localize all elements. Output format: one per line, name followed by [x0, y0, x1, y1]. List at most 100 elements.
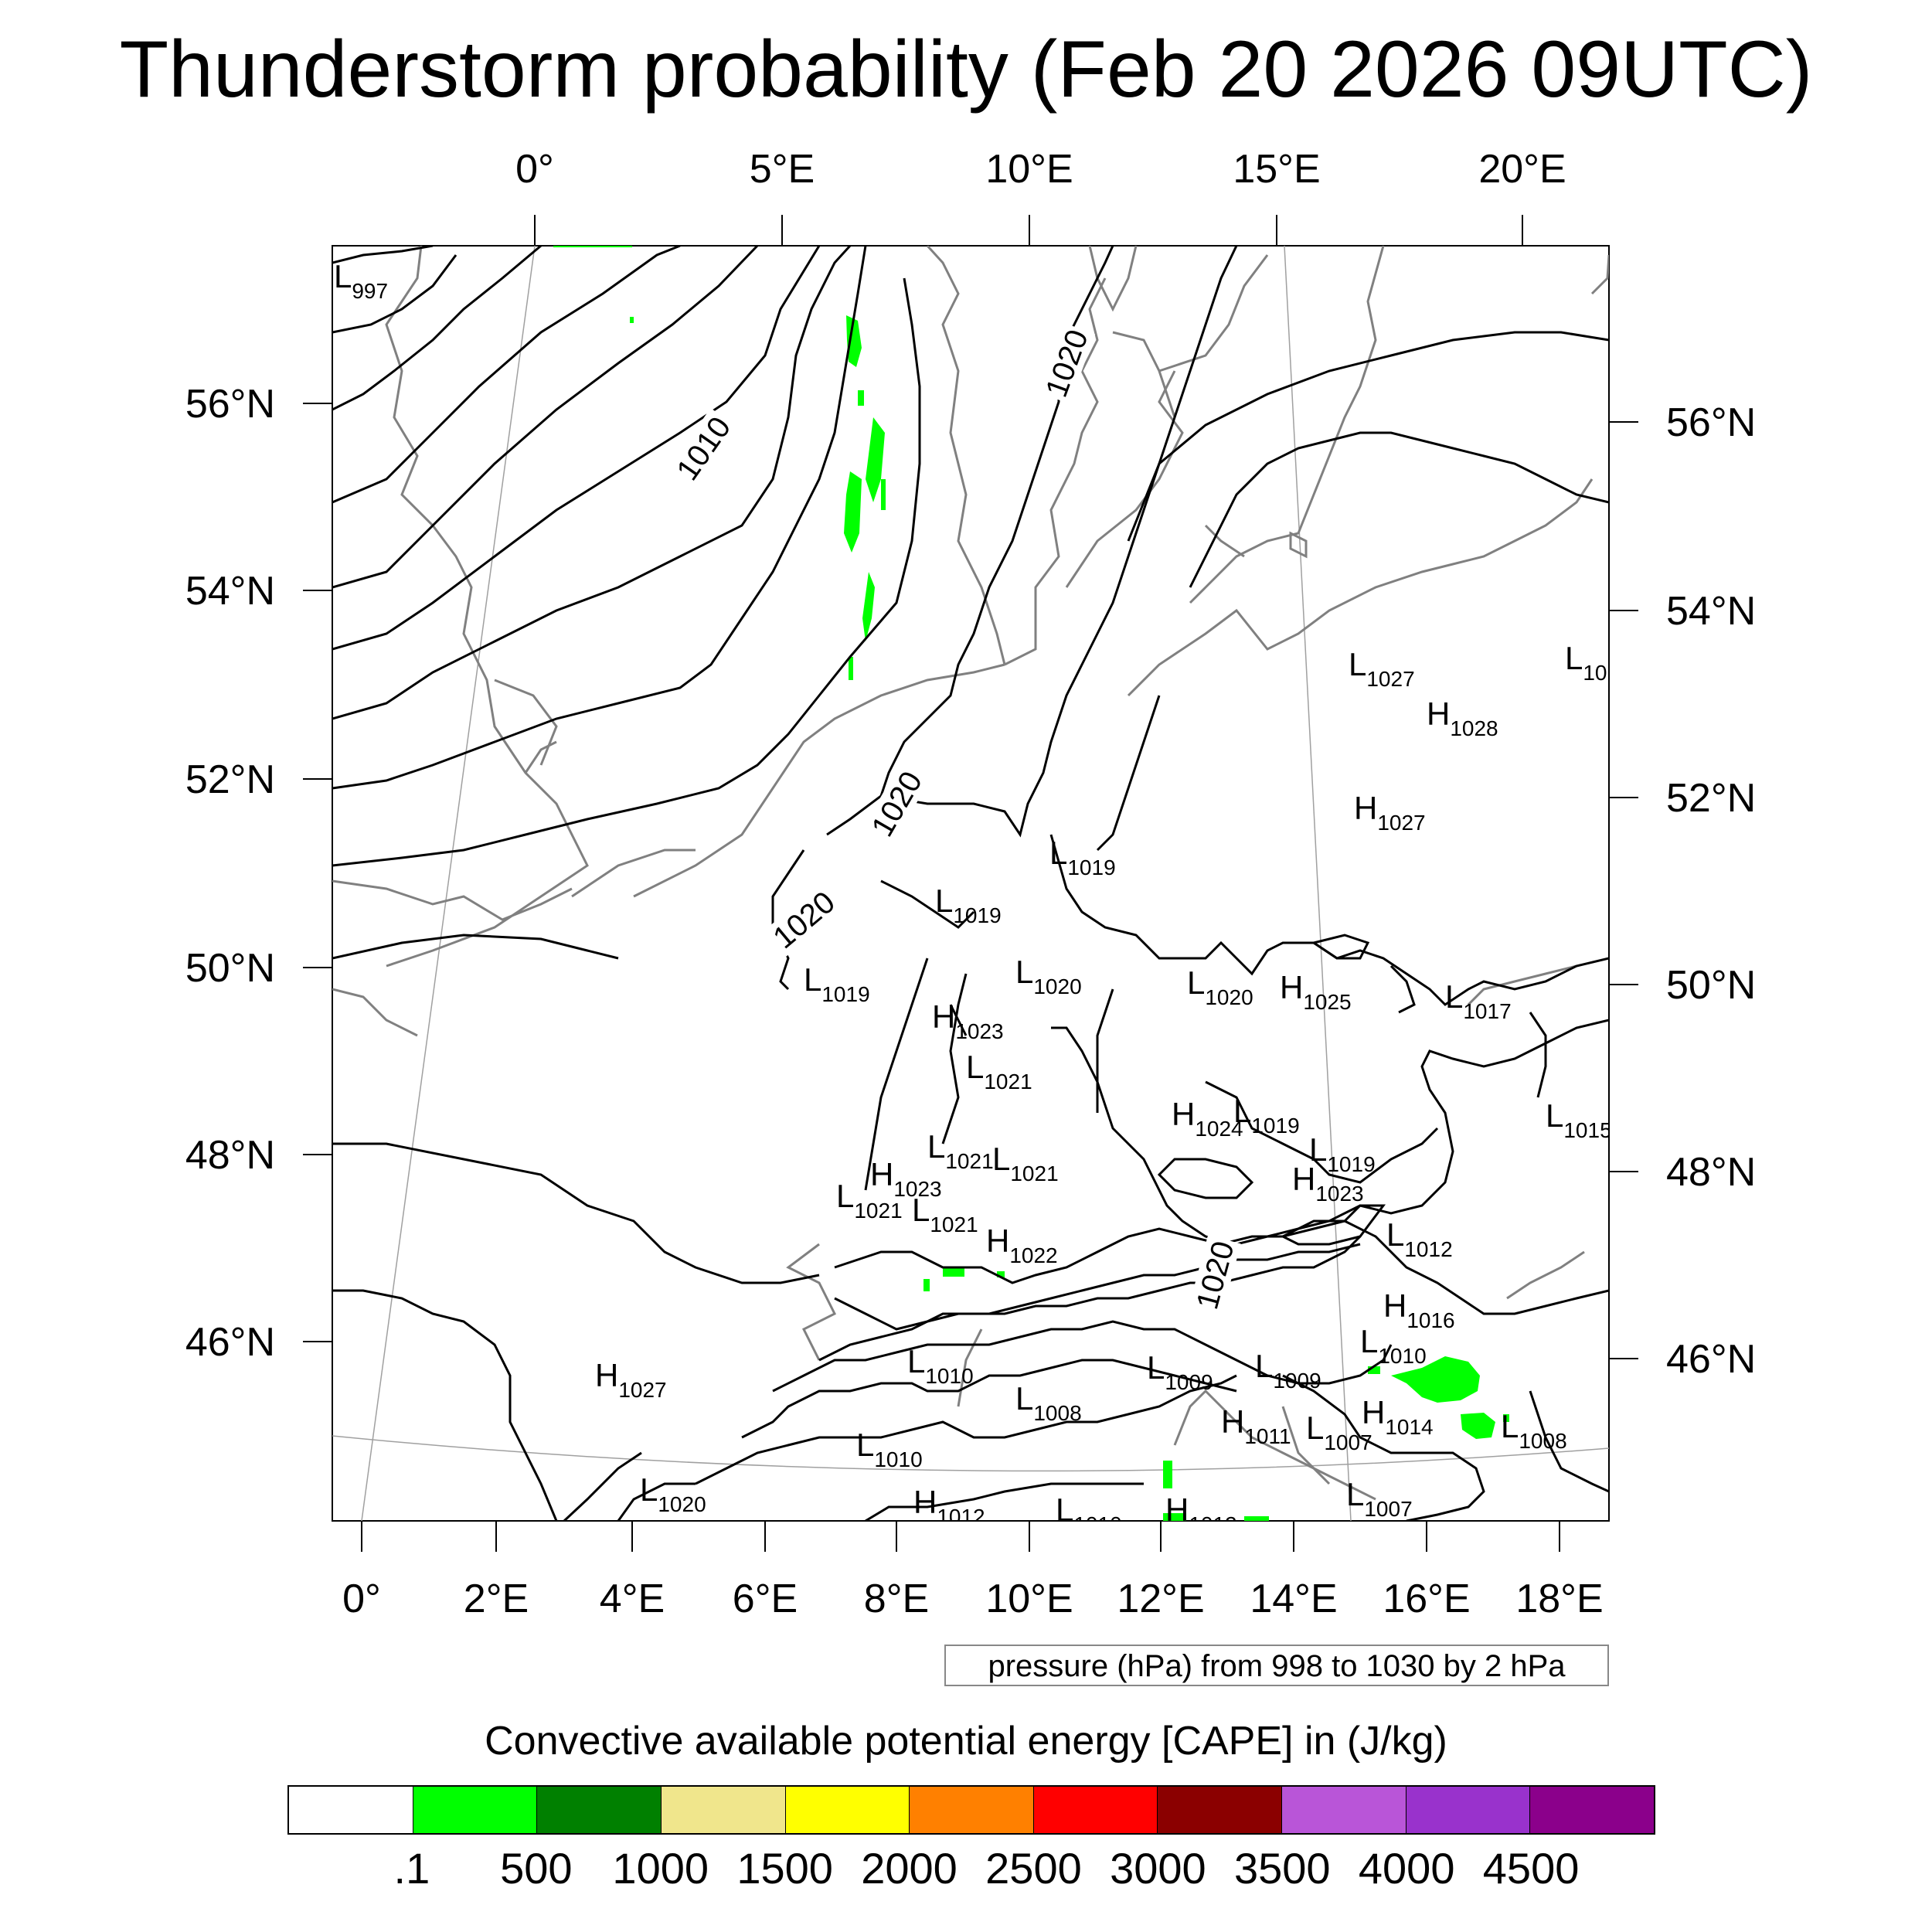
bottom-lon-label: 4°E: [600, 1577, 665, 1621]
colorbar-swatch: [289, 1787, 413, 1833]
pressure-center-label: L1021: [836, 1178, 903, 1223]
colorbar-tick-label: 2000: [861, 1844, 957, 1893]
colorbar-title: Convective available potential energy [C…: [485, 1719, 1447, 1764]
pressure-center-label: L1021: [966, 1049, 1032, 1094]
pressure-center-label: L1007: [1346, 1476, 1413, 1521]
pressure-center-label: H1012: [913, 1484, 985, 1529]
bottom-lon-label: 2°E: [464, 1577, 529, 1621]
pressure-center-label: L1020: [1187, 964, 1253, 1009]
tick-marks: [303, 215, 1638, 1552]
left-lat-label: 46°N: [185, 1320, 275, 1365]
pressure-center-label: L1008: [1501, 1408, 1567, 1453]
isobar-label-bg: [862, 763, 930, 845]
colorbar-tick-label: 4500: [1482, 1844, 1580, 1893]
colorbar-tick-label: 4000: [1358, 1844, 1455, 1893]
pressure-center-label: L997: [334, 258, 388, 303]
cape-colorbar: [287, 1785, 1655, 1835]
right-lat-label: 54°N: [1666, 589, 1756, 634]
right-lat-label: 50°N: [1666, 963, 1756, 1008]
left-lat-label: 54°N: [185, 569, 275, 614]
map-frame: [332, 245, 1610, 1522]
bottom-lon-label: 0°: [342, 1577, 381, 1621]
colorbar-swatch: [910, 1787, 1034, 1833]
colorbar-tick-label: 3500: [1233, 1844, 1331, 1893]
pressure-center-label: L1021: [912, 1192, 978, 1236]
pressure-center-label: L1027: [1349, 646, 1415, 691]
left-lat-label: 52°N: [185, 757, 275, 802]
pressure-center-label: L1017: [1445, 978, 1512, 1023]
left-lat-label: 48°N: [185, 1133, 275, 1178]
pressure-center-label: H1028: [1427, 696, 1498, 740]
pressure-center-label: H1016: [1383, 1287, 1455, 1332]
pressure-center-label: L1019: [935, 883, 1002, 927]
colorbar-tick-label: 1000: [612, 1844, 709, 1893]
pressure-center-label: H1012: [1165, 1492, 1237, 1536]
bottom-lon-label: 8°E: [864, 1577, 929, 1621]
colorbar-swatch: [1282, 1787, 1406, 1833]
pressure-center-label: L1020: [1015, 954, 1082, 998]
pressure-center-label: H1022: [986, 1223, 1058, 1267]
pressure-centers: L997L1027L10H1028H1027L1019L1019L1019L10…: [334, 258, 1612, 1536]
bottom-lon-label: 10°E: [985, 1577, 1073, 1621]
isobar-label-bg: [764, 883, 843, 957]
top-lon-label: 10°E: [985, 147, 1073, 192]
pressure-center-label: H1011: [1221, 1403, 1291, 1448]
pressure-center-label: H1014: [1362, 1394, 1434, 1439]
pressure-center-label: L1019: [1049, 835, 1116, 879]
top-lon-label: 5°E: [750, 147, 815, 192]
top-lon-label: 20°E: [1478, 147, 1566, 192]
bottom-lon-label: 6°E: [733, 1577, 798, 1621]
bottom-lon-label: 18°E: [1515, 1577, 1603, 1621]
colorbar-tick-label: 2500: [985, 1844, 1082, 1893]
pressure-center-label: H1025: [1280, 969, 1352, 1014]
isobar-label-bg: [1037, 322, 1096, 404]
colorbar-tick-label: 3000: [1110, 1844, 1206, 1893]
top-lon-label: 15°E: [1233, 147, 1320, 192]
pressure-center-label: L1021: [927, 1128, 994, 1173]
top-lon-label: 0°: [515, 147, 554, 192]
pressure-center-label: H1023: [870, 1156, 942, 1201]
colorbar-swatch: [537, 1787, 662, 1833]
colorbar-tick-label: 1500: [736, 1844, 833, 1893]
isobar-label-bg: [1189, 1234, 1241, 1316]
colorbar-swatch: [785, 1787, 910, 1833]
pressure-center-label: H1023: [1292, 1161, 1364, 1206]
left-lat-label: 50°N: [185, 946, 275, 991]
pressure-center-label: L1010: [1360, 1323, 1427, 1368]
pressure-center-label: H1024: [1172, 1096, 1243, 1141]
pressure-center-label: L10: [1565, 640, 1607, 685]
cape-shading: [553, 246, 1509, 1521]
bottom-lon-label: 14°E: [1250, 1577, 1337, 1621]
right-lat-label: 48°N: [1666, 1150, 1756, 1195]
colorbar-swatch: [661, 1787, 786, 1833]
bottom-lon-label: 12°E: [1117, 1577, 1204, 1621]
pressure-center-label: L1008: [1015, 1380, 1082, 1425]
pressure-center-label: L1019: [1233, 1093, 1300, 1138]
coastlines: [332, 246, 1609, 1501]
pressure-center-label: L1019: [804, 961, 870, 1006]
pressure-center-label: L1010: [1056, 1492, 1122, 1536]
pressure-center-label: L1009: [1255, 1348, 1321, 1393]
pressure-center-label: L1019: [1309, 1131, 1376, 1176]
colorbar-tick-label: 500: [500, 1844, 573, 1893]
pressure-center-label: L1007: [1306, 1410, 1372, 1454]
pressure-center-label: L1021: [992, 1141, 1059, 1185]
map-title: Thunderstorm probability (Feb 20 2026 09…: [119, 25, 1813, 114]
pressure-center-label: H1027: [595, 1357, 667, 1402]
pressure-center-label: L1015: [1546, 1097, 1612, 1142]
pressure-center-label: L1009: [1147, 1349, 1213, 1394]
pressure-center-label: L1012: [1386, 1216, 1453, 1261]
colorbar-swatch: [1406, 1787, 1531, 1833]
colorbar-swatch: [413, 1787, 538, 1833]
right-lat-label: 56°N: [1666, 400, 1756, 445]
colorbar-swatch: [1033, 1787, 1158, 1833]
bottom-lon-label: 16°E: [1383, 1577, 1470, 1621]
colorbar-swatch: [1530, 1787, 1655, 1833]
pressure-center-label: H1027: [1354, 790, 1426, 835]
pressure-contour-note: pressure (hPa) from 998 to 1030 by 2 hPa: [944, 1645, 1609, 1686]
right-lat-label: 46°N: [1666, 1337, 1756, 1382]
pressure-center-label: L1010: [856, 1427, 923, 1471]
left-lat-label: 56°N: [185, 382, 275, 427]
pressure-center-label: L1020: [640, 1471, 706, 1516]
